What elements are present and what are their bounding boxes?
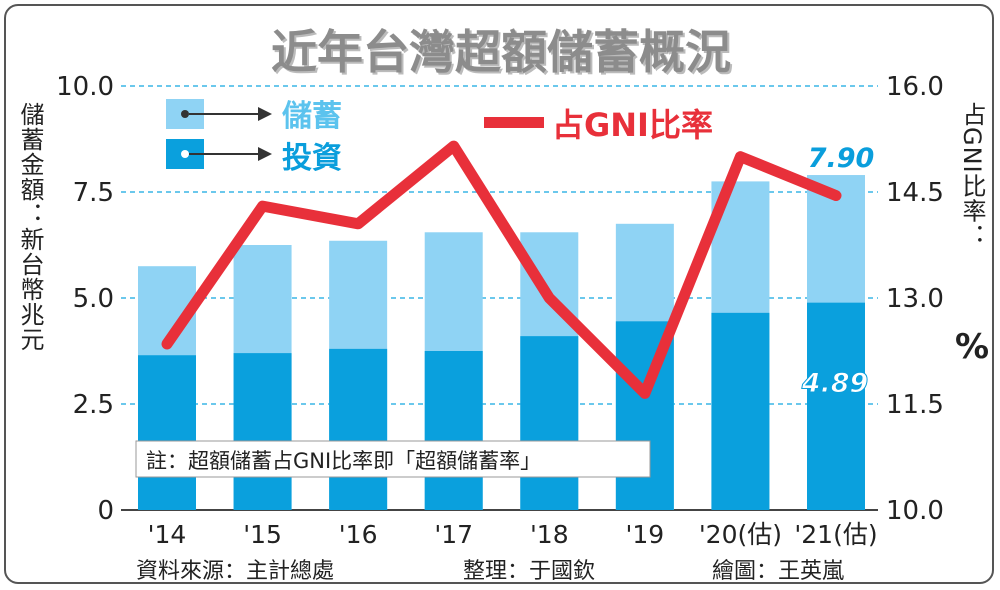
legend: 儲蓄 投資 占GNI比率 [166, 99, 713, 176]
note-background [135, 440, 651, 478]
bar-investment-0 [138, 355, 196, 510]
legend-arrowhead-investment [258, 147, 272, 161]
legend-swatch-line [484, 117, 544, 128]
x-tick-4: '18 [530, 520, 569, 549]
left-tick-4: 10.0 [56, 72, 114, 102]
x-tick-1: '15 [243, 520, 282, 549]
note-box: 註：超額儲蓄占GNI比率即「超額儲蓄率」 [135, 440, 651, 478]
right-axis-unit: % [955, 327, 989, 367]
legend-dot-savings [181, 110, 189, 118]
left-tick-0: 0 [97, 496, 114, 526]
bar-investment-1 [233, 353, 292, 510]
legend-label-savings: 儲蓄 [282, 99, 342, 134]
x-tick-3: '17 [434, 520, 473, 549]
right-axis-label: 占GNI比率： [958, 102, 986, 249]
gni-ratio-line [161, 140, 842, 399]
bar-investment-3 [424, 351, 483, 510]
right-tick-0: 10.0 [886, 496, 944, 526]
x-tick-0: '14 [148, 520, 187, 549]
footer-illustrator: 繪圖：王英嵐 [712, 559, 844, 584]
chart-title: 近年台灣超額儲蓄概況 [271, 25, 731, 79]
note-text: 註：超額儲蓄占GNI比率即「超額儲蓄率」 [146, 449, 541, 473]
right-axis-ticks: 10.0 11.5 13.0 14.5 16.0 [886, 72, 944, 526]
right-tick-2: 13.0 [886, 284, 944, 314]
footer-source: 資料來源：主計總處 [136, 559, 334, 584]
left-tick-2: 5.0 [73, 284, 114, 314]
x-tick-6: '20(估) [699, 520, 782, 549]
chart-svg: 近年台灣超額儲蓄概況 儲蓄 投資 占GNI比率 註：超額儲蓄占GNI比率即「超額… [16, 25, 989, 584]
x-tick-5: '19 [626, 520, 665, 549]
footer-editor: 整理：于國欽 [463, 559, 595, 584]
x-tick-7: '21(估) [794, 520, 877, 549]
x-tick-2: '16 [339, 520, 378, 549]
data-label-savings-2021: 7.90 [808, 143, 875, 174]
bar-investment-2 [329, 348, 388, 510]
legend-label-line: 占GNI比率 [552, 106, 713, 144]
left-tick-3: 7.5 [73, 178, 114, 208]
right-tick-3: 14.5 [886, 178, 944, 208]
x-axis-ticks: '14 '15 '16 '17 '18 '19 '20(估) '21(估) [148, 520, 878, 549]
right-tick-4: 16.0 [886, 72, 944, 102]
bar-investment-4 [520, 336, 579, 510]
left-axis-label: 儲蓄金額：新台幣兆元 [16, 102, 44, 352]
data-label-investment-2021: 4.89 [801, 368, 869, 399]
chart-frame: 近年台灣超額儲蓄概況 儲蓄 投資 占GNI比率 註：超額儲蓄占GNI比率即「超額… [4, 4, 994, 584]
legend-dot-investment [181, 150, 189, 158]
legend-label-investment: 投資 [282, 141, 342, 176]
legend-arrowhead-savings [258, 107, 272, 121]
bar-investment-7 [807, 302, 865, 510]
bar-investment-6 [711, 312, 770, 510]
left-tick-1: 2.5 [73, 390, 114, 420]
right-tick-1: 11.5 [886, 390, 944, 420]
left-axis-ticks: 0 2.5 5.0 7.5 10.0 [56, 72, 114, 526]
